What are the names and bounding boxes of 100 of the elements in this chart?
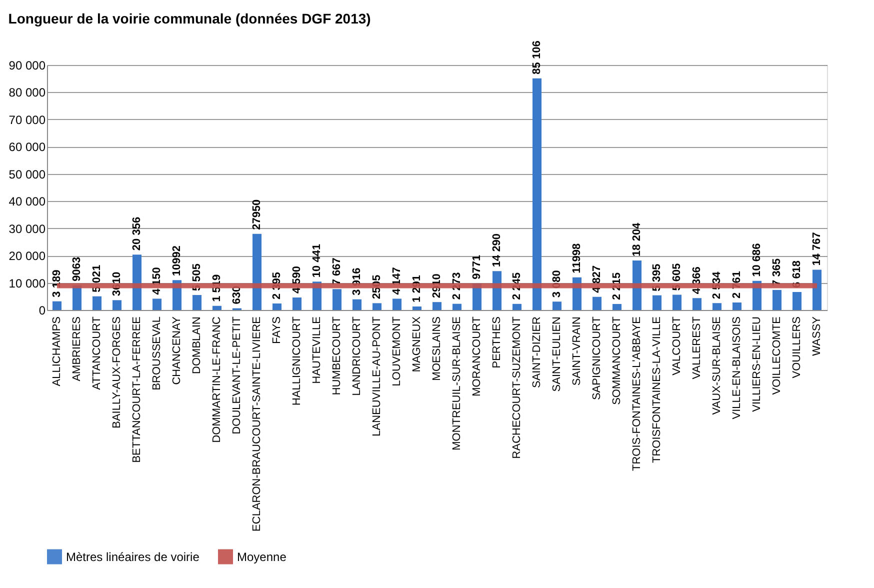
data-label: 11998 bbox=[571, 243, 583, 274]
y-tick-label: 30 000 bbox=[8, 222, 46, 236]
x-tick-label: HAUTEVILLE bbox=[311, 316, 323, 384]
y-tick-label: 40 000 bbox=[8, 194, 46, 209]
y-tick-label: 80 000 bbox=[8, 86, 46, 100]
bar bbox=[92, 296, 102, 310]
data-label: 3 916 bbox=[351, 268, 363, 296]
x-tick-label: VALCOURT bbox=[671, 316, 683, 376]
x-tick-label: HUMBECOURT bbox=[331, 316, 343, 396]
x-tick-label: ECLARON-BRAUCOURT-SAINTE-LIVIERE bbox=[251, 316, 263, 532]
data-label: 2 215 bbox=[611, 272, 623, 300]
bar bbox=[212, 306, 222, 310]
bar bbox=[132, 254, 142, 310]
x-tick-label: PERTHES bbox=[491, 316, 503, 368]
data-label: 18 204 bbox=[631, 222, 643, 256]
x-tick-label: VOILLECOMTE bbox=[771, 316, 783, 395]
x-tick-label: SAPIGNICOURT bbox=[591, 316, 603, 400]
bar bbox=[392, 298, 402, 310]
x-tick-label: SAINT-EULIEN bbox=[551, 316, 563, 392]
data-label: 4 147 bbox=[391, 267, 403, 295]
data-label: 3610 bbox=[111, 272, 123, 296]
x-tick-label: SAINT-DIZIER bbox=[531, 316, 543, 388]
data-label: 9771 bbox=[471, 254, 483, 280]
x-tick-label: ALLICHAMPS bbox=[51, 316, 63, 386]
x-tick-label: MORANCOURT bbox=[471, 316, 483, 396]
data-label: 10 686 bbox=[751, 243, 763, 277]
bar bbox=[252, 234, 262, 310]
data-label: 14 767 bbox=[811, 232, 823, 266]
y-tick-label: 50 000 bbox=[8, 167, 46, 182]
bar bbox=[432, 302, 442, 310]
x-tick-label: LANEUVILLE-AU-PONT bbox=[371, 316, 383, 436]
data-label: 2 273 bbox=[451, 272, 463, 300]
data-label: 2 395 bbox=[271, 272, 283, 300]
data-label: 85 106 bbox=[531, 40, 543, 74]
y-tick-label: 70 000 bbox=[8, 112, 46, 127]
bar bbox=[772, 290, 782, 310]
x-tick-label: BROUSSEVAL bbox=[151, 316, 163, 390]
data-label: 4 366 bbox=[691, 266, 703, 294]
bar bbox=[352, 299, 362, 310]
x-tick-label: SAINT-VRAIN bbox=[571, 316, 583, 386]
bar bbox=[692, 298, 702, 310]
bar bbox=[792, 292, 802, 310]
bar bbox=[52, 301, 62, 310]
data-label: 3 080 bbox=[551, 270, 563, 298]
bar bbox=[152, 298, 162, 310]
bar bbox=[292, 298, 302, 310]
x-tick-label: ATTANCOURT bbox=[91, 316, 103, 390]
x-tick-label: CHANCENAY bbox=[171, 316, 183, 385]
data-label: 2 534 bbox=[711, 270, 723, 300]
bar bbox=[652, 295, 662, 310]
x-tick-label: TROISFONTAINES-LA-VILLE bbox=[651, 316, 663, 463]
x-tick-label: RACHECOURT-SUZEMONT bbox=[511, 316, 523, 459]
bar bbox=[532, 78, 542, 310]
x-tick-label: MONTREUIL-SUR-BLAISE bbox=[451, 316, 463, 450]
x-tick-label: VILLE-EN-BLAISOIS bbox=[731, 316, 743, 420]
x-tick-label: VALLEREST bbox=[691, 316, 703, 380]
bar bbox=[452, 304, 462, 310]
bar bbox=[712, 303, 722, 310]
data-label: 3 189 bbox=[51, 270, 63, 298]
data-label: 630 bbox=[231, 286, 243, 304]
x-tick-label: HALLIGNICOURT bbox=[291, 316, 303, 406]
x-tick-label: LOUVEMONT bbox=[391, 316, 403, 386]
data-label: 7 667 bbox=[331, 258, 343, 286]
bar bbox=[512, 304, 522, 310]
data-label: 4 827 bbox=[591, 265, 603, 293]
x-tick-label: DOMBLAIN bbox=[191, 316, 203, 374]
data-label: 5 605 bbox=[671, 263, 683, 291]
bar bbox=[272, 303, 282, 310]
data-label: 7 365 bbox=[771, 258, 783, 286]
x-tick-label: LANDRICOURT bbox=[351, 316, 363, 396]
x-tick-label: BETTANCOURT-LA-FERREE bbox=[131, 316, 143, 463]
bar bbox=[192, 295, 202, 310]
data-label: 20 356 bbox=[131, 216, 143, 251]
data-label: 1 519 bbox=[211, 274, 223, 302]
data-label: 14 290 bbox=[491, 233, 503, 268]
x-tick-label: TROIS-FONTAINES-L'ABBAYE bbox=[631, 316, 643, 471]
y-tick-label: 90 000 bbox=[8, 58, 46, 72]
data-label: 5 505 bbox=[191, 263, 203, 292]
bar bbox=[672, 294, 682, 310]
bar bbox=[732, 302, 742, 310]
data-label: 4 150 bbox=[151, 267, 163, 295]
x-tick-label: VILLIERS-EN-LIEU bbox=[751, 316, 763, 412]
data-label: 1 291 bbox=[411, 274, 423, 302]
bar bbox=[812, 270, 822, 310]
data-label: 2 761 bbox=[731, 270, 743, 298]
data-label: 10 441 bbox=[311, 244, 323, 278]
x-tick-label: FAYS bbox=[271, 316, 283, 344]
data-label: 27950 bbox=[251, 199, 263, 230]
bar bbox=[612, 304, 622, 310]
data-label: 10992 bbox=[171, 245, 183, 276]
chart-title: Longueur de la voirie communale (données DGF 2013) bbox=[8, 10, 371, 27]
y-tick-label: 0 bbox=[38, 304, 46, 318]
bar bbox=[632, 260, 642, 310]
x-tick-label: DOULEVANT-LE-PETIT bbox=[231, 316, 243, 434]
x-tick-label: VAUX-SUR-BLAISE bbox=[711, 316, 723, 415]
data-label: 9063 bbox=[71, 256, 83, 282]
data-label: 2 245 bbox=[511, 272, 523, 300]
data-label: 4 590 bbox=[291, 266, 303, 294]
bar bbox=[112, 300, 122, 310]
x-tick-label: MAGNEUX bbox=[411, 316, 423, 372]
